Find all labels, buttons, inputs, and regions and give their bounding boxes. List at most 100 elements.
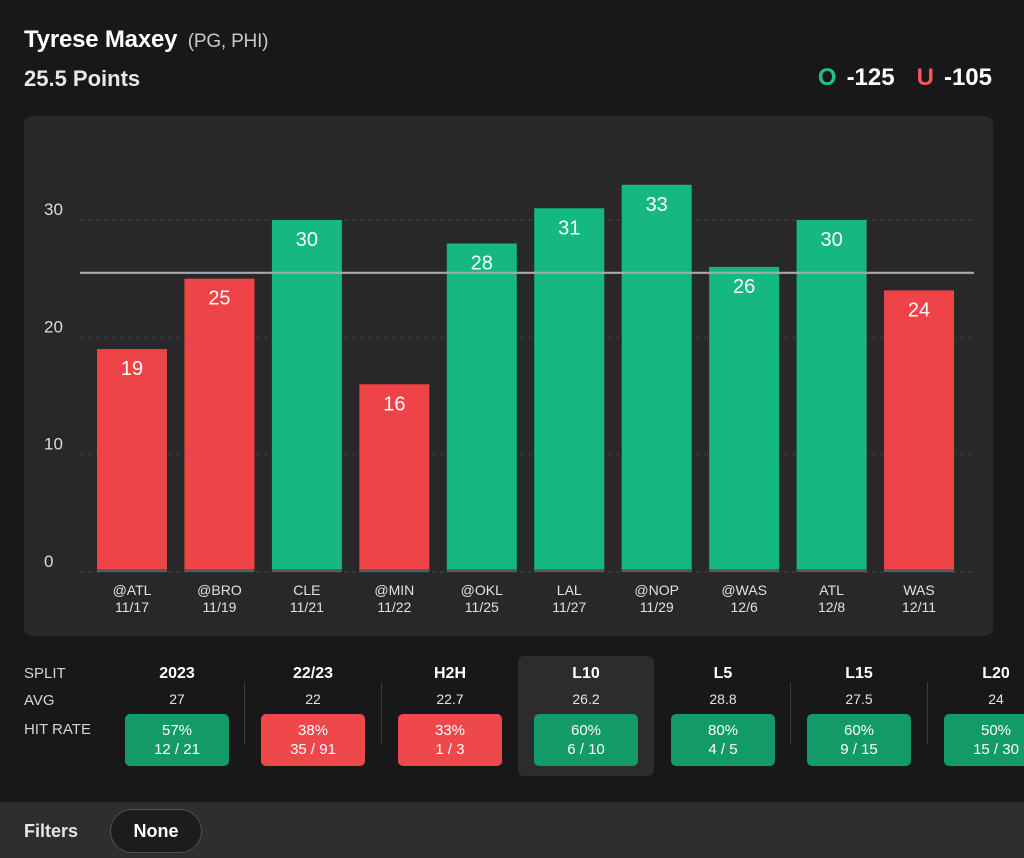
split-divider: [381, 682, 382, 744]
hit-rate-percent: 33%: [434, 722, 466, 739]
x-date-label: 11/22: [377, 599, 411, 615]
hit-rate-fraction: 9 / 15: [840, 741, 878, 758]
filters-label: Filters: [24, 821, 79, 841]
x-date-label: 11/21: [290, 599, 324, 615]
bar-base: [184, 569, 255, 572]
bar: [97, 349, 167, 572]
hit-rate-badge: 33% 1 / 3: [398, 714, 502, 766]
bar-value-label: 33: [646, 194, 668, 216]
hit-rate-fraction: 35 / 91: [290, 741, 336, 758]
x-opponent-label: @OKL: [461, 582, 503, 598]
split-avg: 22: [305, 691, 321, 707]
y-tick-label: 10: [44, 435, 63, 454]
bar: [709, 266, 780, 572]
avg-label: AVG: [24, 692, 55, 709]
odds-group: O -125 U -105: [818, 64, 992, 92]
bar-base: [884, 569, 955, 572]
x-opponent-label: @WAS: [721, 582, 767, 598]
player-meta: (PG, PHI): [187, 31, 269, 52]
splits-table: SPLIT AVG HIT RATE 2023 27 57% 12 / 21 22/23…: [0, 656, 1024, 780]
hit-rate-fraction: 1 / 3: [435, 741, 465, 758]
hit-rate-percent: 60%: [570, 722, 602, 739]
x-opponent-label: @ATL: [113, 582, 152, 598]
bar-base: [359, 569, 430, 572]
player-name: Tyrese Maxey: [24, 26, 178, 53]
bar-base: [621, 569, 692, 572]
bar: [184, 278, 255, 572]
over-odds-value: -125: [846, 64, 895, 91]
bar-value-label: 19: [121, 358, 143, 380]
hit-rate-percent: 38%: [297, 722, 329, 739]
hit-rate-badge: 60% 9 / 15: [807, 714, 911, 766]
split-name: L5: [713, 665, 733, 682]
y-tick-label: 20: [44, 317, 63, 336]
hit-rate-badge: 38% 35 / 91: [261, 714, 365, 766]
hit-rate-percent: 60%: [843, 722, 875, 739]
bar-value-label: 26: [733, 276, 755, 298]
prop-header: Tyrese Maxey (PG, PHI) 25.5 Points O -125…: [24, 26, 992, 96]
player-title: Tyrese Maxey (PG, PHI): [24, 26, 992, 54]
bar: [271, 220, 342, 572]
x-date-label: 11/17: [115, 599, 149, 615]
hit-rate-percent: 57%: [161, 722, 193, 739]
under-odds-value: -105: [943, 64, 992, 91]
prop-line: 25.5 Points: [24, 66, 141, 91]
split-column-2023[interactable]: 2023 27 57% 12 / 21: [109, 656, 245, 776]
hit-rate-label: HIT RATE: [24, 721, 91, 738]
hit-rate-fraction: 6 / 10: [567, 741, 605, 758]
split-avg: 27.5: [845, 691, 873, 707]
bar-value-label: 28: [471, 252, 493, 274]
x-opponent-label: WAS: [903, 582, 934, 598]
filter-none-chip[interactable]: None: [110, 809, 202, 853]
split-column-l15[interactable]: L15 27.5 60% 9 / 15: [791, 656, 927, 776]
split-name: H2H: [433, 665, 466, 682]
bar: [534, 208, 605, 572]
bar-value-label: 30: [820, 229, 842, 251]
split-column-22-23[interactable]: 22/23 22 38% 35 / 91: [245, 656, 381, 776]
bar: [884, 290, 955, 572]
bar: [446, 243, 517, 572]
over-odds-button[interactable]: O -125: [818, 64, 895, 92]
y-tick-label: 30: [44, 200, 63, 219]
split-column-h2h[interactable]: H2H 22.7 33% 1 / 3: [382, 656, 518, 776]
split-divider: [244, 682, 245, 744]
x-opponent-label: ATL: [819, 582, 844, 598]
x-date-label: 11/29: [640, 599, 674, 615]
split-name: L10: [572, 665, 600, 682]
split-column-l20[interactable]: L20 24 50% 15 / 30: [928, 656, 1024, 776]
bar-value-label: 31: [558, 217, 580, 239]
hit-rate-badge: 80% 4 / 5: [671, 714, 775, 766]
under-odds-button[interactable]: U -105: [917, 64, 992, 92]
x-date-label: 12/6: [731, 599, 758, 615]
bar-value-label: 30: [296, 229, 318, 251]
filters-bar: Filters None: [0, 802, 1024, 858]
bar-value-label: 24: [908, 299, 930, 321]
split-avg: 24: [988, 691, 1004, 707]
hit-rate-fraction: 12 / 21: [154, 741, 200, 758]
bar-value-label: 25: [208, 288, 230, 310]
split-column-l5[interactable]: L5 28.8 80% 4 / 5: [655, 656, 791, 776]
split-avg: 28.8: [709, 691, 737, 707]
y-tick-label: 0: [44, 552, 53, 571]
x-opponent-label: @BRO: [197, 582, 242, 598]
game-log-chart: 0 10 20 30 19 @ATL 11/17 25 @BRO 11/19 30 CLE 11/21 1…: [24, 116, 993, 636]
x-date-label: 11/19: [202, 599, 236, 615]
bar-base: [709, 569, 780, 572]
x-date-label: 11/25: [465, 599, 499, 615]
split-name: 2023: [159, 665, 195, 682]
hit-rate-fraction: 4 / 5: [708, 741, 738, 758]
hit-rate-badge: 60% 6 / 10: [534, 714, 638, 766]
hit-rate-percent: 80%: [707, 722, 739, 739]
hit-rate-fraction: 15 / 30: [973, 741, 1019, 758]
over-letter: O: [817, 64, 837, 91]
split-label: SPLIT: [24, 665, 66, 682]
split-name: 22/23: [292, 665, 334, 682]
split-name: L20: [982, 665, 1010, 682]
hit-rate-percent: 50%: [980, 722, 1012, 739]
bar-base: [796, 569, 867, 572]
bar-value-label: 16: [383, 393, 405, 415]
bar-base: [97, 569, 167, 572]
split-name: L15: [845, 665, 873, 682]
split-column-l10[interactable]: L10 26.2 60% 6 / 10: [518, 656, 654, 776]
